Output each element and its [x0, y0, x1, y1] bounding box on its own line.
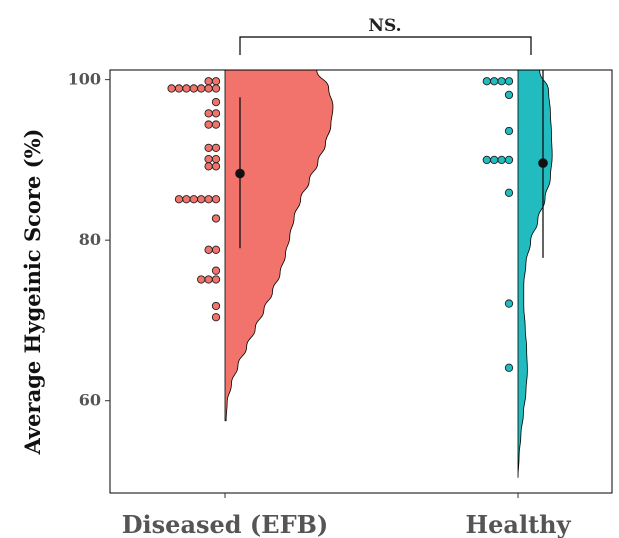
plot-frame	[109, 69, 613, 494]
data-point	[211, 301, 221, 311]
data-point	[504, 299, 514, 308]
data-point	[204, 195, 213, 204]
y-ticks: 60 80 100	[68, 70, 110, 410]
data-point	[504, 126, 514, 136]
data-point	[182, 195, 191, 204]
data-point	[211, 195, 221, 204]
data-point	[490, 77, 499, 86]
mean-intervals	[235, 70, 548, 258]
data-point	[204, 77, 213, 86]
data-point	[211, 120, 221, 129]
data-point	[204, 143, 213, 153]
y-tick-label: 60	[79, 391, 101, 410]
data-point	[211, 275, 221, 284]
data-point	[211, 214, 221, 223]
data-point	[204, 109, 213, 118]
data-point	[504, 77, 514, 86]
data-point	[211, 143, 221, 153]
mean-point	[235, 168, 245, 179]
y-axis-label: Average Hygeinic Score (%)	[20, 129, 45, 456]
axes	[109, 69, 613, 494]
data-point	[211, 109, 221, 118]
data-point	[189, 84, 198, 93]
y-tick-label: 100	[68, 70, 101, 89]
data-point	[504, 155, 514, 165]
data-point	[211, 266, 221, 275]
density-cloud	[517, 69, 553, 478]
data-point	[204, 120, 213, 129]
data-points	[167, 77, 514, 372]
data-point	[211, 97, 221, 107]
data-point	[174, 195, 184, 204]
data-point	[211, 84, 221, 93]
data-point	[174, 84, 184, 93]
mean-point	[538, 158, 548, 168]
data-point	[504, 90, 514, 100]
significance-bracket: NS.	[239, 16, 532, 55]
density-cloud	[224, 69, 334, 422]
density-clouds	[224, 69, 553, 478]
data-point	[204, 154, 213, 164]
data-point	[504, 188, 514, 197]
data-point	[197, 275, 206, 284]
data-point	[197, 84, 206, 93]
data-point	[211, 77, 221, 86]
data-point	[482, 77, 491, 86]
data-point	[197, 195, 206, 204]
data-point	[211, 313, 221, 322]
data-point	[211, 154, 221, 164]
data-point	[204, 245, 213, 254]
data-point	[204, 275, 213, 284]
x-tick-label: Diseased (EFB)	[122, 510, 329, 538]
data-point	[504, 363, 514, 372]
data-point	[482, 155, 491, 165]
bracket-line	[239, 36, 532, 55]
x-tick-label: Healthy	[465, 510, 571, 538]
data-point	[490, 155, 499, 165]
data-point	[211, 162, 221, 171]
y-tick-label: 80	[79, 230, 101, 249]
data-point	[497, 155, 506, 165]
data-point	[182, 84, 191, 93]
data-point	[211, 245, 221, 254]
data-point	[497, 77, 506, 86]
data-point	[204, 162, 213, 171]
significance-label: NS.	[368, 16, 401, 36]
x-ticks: Diseased (EFB) Healthy	[122, 493, 572, 538]
data-point	[204, 84, 213, 93]
data-point	[189, 195, 198, 204]
data-point	[167, 84, 176, 93]
